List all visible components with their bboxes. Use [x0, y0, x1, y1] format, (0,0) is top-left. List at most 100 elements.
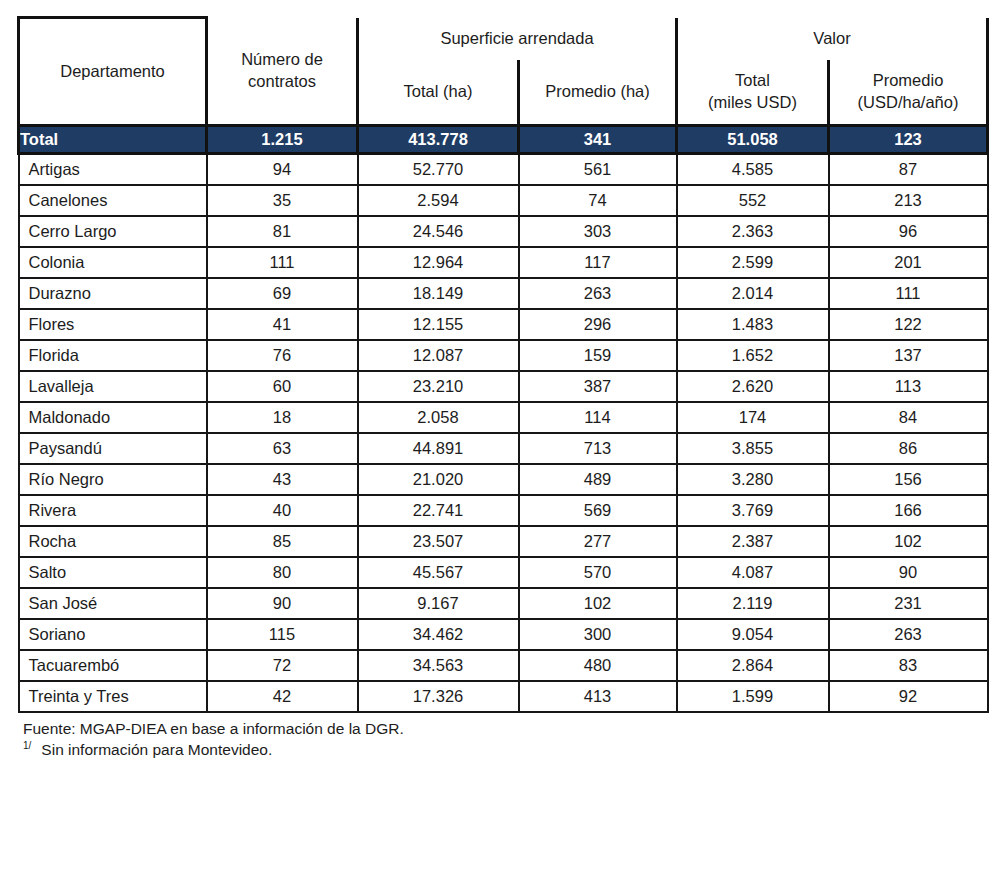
value-cell: 63 — [207, 433, 358, 464]
value-cell: 489 — [519, 464, 677, 495]
total-row-label: Total — [19, 126, 207, 154]
table-row: Paysandú6344.8917133.85586 — [19, 433, 988, 464]
value-cell: 22.741 — [358, 495, 519, 526]
value-cell: 83 — [829, 650, 988, 681]
footnote: 1/Sin información para Montevideo. — [23, 741, 986, 759]
value-cell: 3.280 — [677, 464, 829, 495]
value-cell: 86 — [829, 433, 988, 464]
department-name: Flores — [19, 309, 207, 340]
group-header-superficie-arrendada: Superficie arrendada — [358, 18, 677, 60]
group-header-valor: Valor — [677, 18, 988, 60]
value-cell: 166 — [829, 495, 988, 526]
table-row: Canelones352.59474552213 — [19, 185, 988, 216]
table-row: Colonia11112.9641172.599201 — [19, 247, 988, 278]
table-row: Durazno6918.1492632.014111 — [19, 278, 988, 309]
value-cell: 92 — [829, 681, 988, 712]
value-cell: 115 — [207, 619, 358, 650]
value-cell: 85 — [207, 526, 358, 557]
value-cell: 111 — [829, 278, 988, 309]
value-cell: 2.599 — [677, 247, 829, 278]
value-cell: 9.167 — [358, 588, 519, 619]
col-header-departamento: Departamento — [19, 18, 207, 126]
department-name: Cerro Largo — [19, 216, 207, 247]
table-footnotes: Fuente: MGAP-DIEA en base a información … — [17, 720, 986, 759]
total-contracts: 1.215 — [207, 126, 358, 154]
department-name: Rocha — [19, 526, 207, 557]
table-row: Rocha8523.5072772.387102 — [19, 526, 988, 557]
value-cell: 60 — [207, 371, 358, 402]
value-cell: 23.507 — [358, 526, 519, 557]
value-cell: 117 — [519, 247, 677, 278]
department-name: Maldonado — [19, 402, 207, 433]
department-name: Durazno — [19, 278, 207, 309]
value-cell: 94 — [207, 154, 358, 185]
footnote-marker: 1/ — [23, 740, 31, 751]
value-cell: 4.087 — [677, 557, 829, 588]
table-row: Artigas9452.7705614.58587 — [19, 154, 988, 185]
table-row: Flores4112.1552961.483122 — [19, 309, 988, 340]
col-header-promedio-ha: Promedio (ha) — [519, 60, 677, 126]
document-page: Departamento Número de contratos Superfi… — [0, 0, 1000, 872]
value-cell: 2.014 — [677, 278, 829, 309]
value-cell: 81 — [207, 216, 358, 247]
value-cell: 2.620 — [677, 371, 829, 402]
department-name: Tacuarembó — [19, 650, 207, 681]
table-row: Treinta y Tres4217.3264131.59992 — [19, 681, 988, 712]
value-cell: 213 — [829, 185, 988, 216]
value-cell: 263 — [519, 278, 677, 309]
table-row: Cerro Largo8124.5463032.36396 — [19, 216, 988, 247]
value-cell: 69 — [207, 278, 358, 309]
value-cell: 387 — [519, 371, 677, 402]
department-name: Canelones — [19, 185, 207, 216]
value-cell: 2.864 — [677, 650, 829, 681]
value-cell: 84 — [829, 402, 988, 433]
value-cell: 3.855 — [677, 433, 829, 464]
table-row: Salto8045.5675704.08790 — [19, 557, 988, 588]
value-cell: 34.563 — [358, 650, 519, 681]
col-header-numero-contratos: Número de contratos — [207, 18, 358, 126]
value-cell: 137 — [829, 340, 988, 371]
value-cell: 18 — [207, 402, 358, 433]
value-cell: 1.483 — [677, 309, 829, 340]
value-cell: 277 — [519, 526, 677, 557]
value-cell: 263 — [829, 619, 988, 650]
value-cell: 17.326 — [358, 681, 519, 712]
value-cell: 102 — [519, 588, 677, 619]
value-cell: 43 — [207, 464, 358, 495]
value-cell: 713 — [519, 433, 677, 464]
value-cell: 4.585 — [677, 154, 829, 185]
value-cell: 552 — [677, 185, 829, 216]
value-cell: 570 — [519, 557, 677, 588]
table-body: Total 1.215 413.778 341 51.058 123 Artig… — [19, 126, 988, 712]
value-cell: 1.652 — [677, 340, 829, 371]
department-name: Salto — [19, 557, 207, 588]
value-cell: 74 — [519, 185, 677, 216]
value-cell: 102 — [829, 526, 988, 557]
value-cell: 35 — [207, 185, 358, 216]
value-cell: 114 — [519, 402, 677, 433]
value-cell: 34.462 — [358, 619, 519, 650]
total-avg-usd: 123 — [829, 126, 988, 154]
value-cell: 90 — [207, 588, 358, 619]
value-cell: 76 — [207, 340, 358, 371]
table-row: Río Negro4321.0204893.280156 — [19, 464, 988, 495]
value-cell: 12.087 — [358, 340, 519, 371]
total-value-usd: 51.058 — [677, 126, 829, 154]
value-cell: 159 — [519, 340, 677, 371]
value-cell: 2.119 — [677, 588, 829, 619]
value-cell: 569 — [519, 495, 677, 526]
value-cell: 45.567 — [358, 557, 519, 588]
value-cell: 40 — [207, 495, 358, 526]
value-cell: 303 — [519, 216, 677, 247]
col-header-promedio-usd-ha-ano: Promedio (USD/ha/año) — [829, 60, 988, 126]
value-cell: 41 — [207, 309, 358, 340]
value-cell: 300 — [519, 619, 677, 650]
value-cell: 480 — [519, 650, 677, 681]
table-row: San José909.1671022.119231 — [19, 588, 988, 619]
value-cell: 122 — [829, 309, 988, 340]
value-cell: 42 — [207, 681, 358, 712]
department-name: Paysandú — [19, 433, 207, 464]
department-name: Río Negro — [19, 464, 207, 495]
table-row: Maldonado182.05811417484 — [19, 402, 988, 433]
total-surface-ha: 413.778 — [358, 126, 519, 154]
